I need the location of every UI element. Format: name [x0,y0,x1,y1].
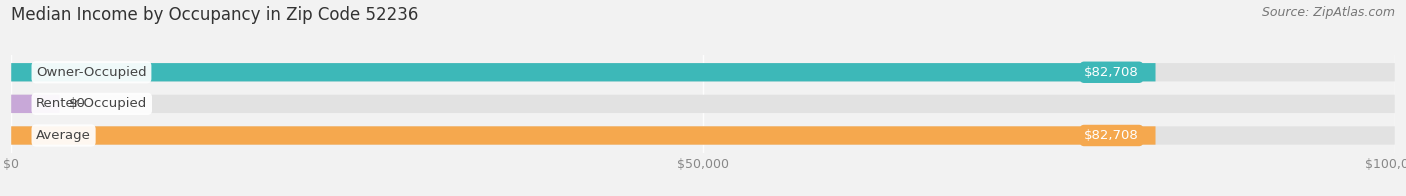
FancyBboxPatch shape [11,95,59,113]
Text: $82,708: $82,708 [1084,66,1139,79]
Text: Renter-Occupied: Renter-Occupied [37,97,148,110]
FancyBboxPatch shape [11,95,1395,113]
FancyBboxPatch shape [11,63,1395,81]
Text: $82,708: $82,708 [1084,129,1139,142]
FancyBboxPatch shape [11,126,1156,145]
Text: Source: ZipAtlas.com: Source: ZipAtlas.com [1261,6,1395,19]
Text: Median Income by Occupancy in Zip Code 52236: Median Income by Occupancy in Zip Code 5… [11,6,419,24]
Text: Owner-Occupied: Owner-Occupied [37,66,146,79]
Text: Average: Average [37,129,91,142]
FancyBboxPatch shape [11,63,1156,81]
Text: $0: $0 [69,97,86,110]
FancyBboxPatch shape [11,126,1395,145]
